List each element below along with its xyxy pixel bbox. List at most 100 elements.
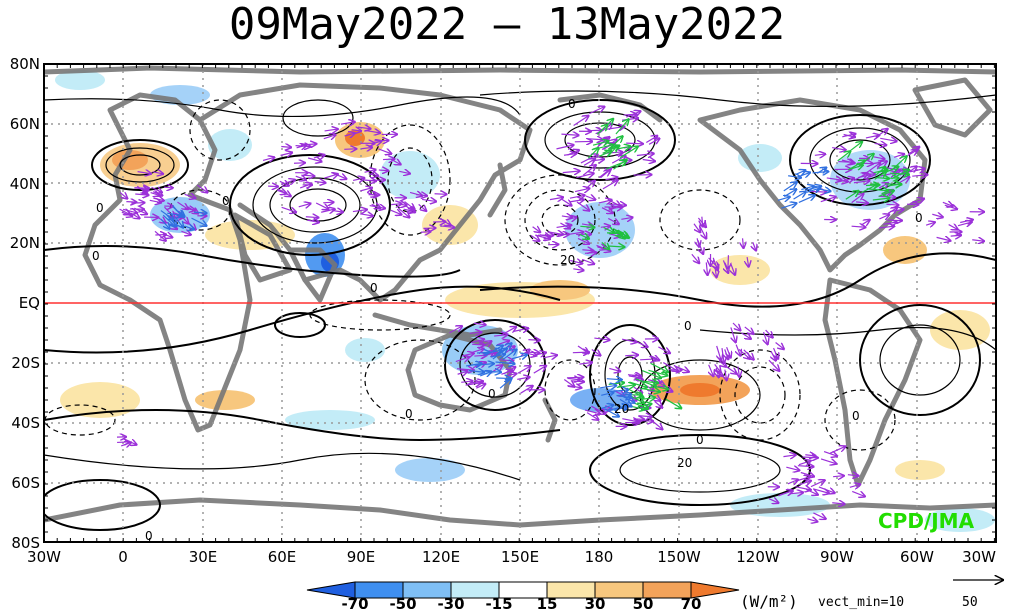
flux-vector (598, 119, 613, 134)
flux-vector (781, 203, 796, 209)
lat-label: 40S (11, 414, 40, 432)
flux-vector (795, 477, 810, 481)
flux-vector (369, 206, 385, 209)
flux-vector (367, 193, 377, 196)
flux-vector (475, 384, 485, 388)
flux-vector (276, 190, 286, 193)
flux-vector (556, 225, 572, 227)
flux-vector (422, 199, 436, 201)
flux-vector (631, 375, 643, 380)
flux-vector (461, 353, 474, 355)
flux-vector (865, 135, 879, 138)
flux-vector (528, 340, 539, 341)
contour-label: 20 (614, 402, 629, 416)
flux-vector (812, 489, 829, 493)
flux-vector (798, 195, 815, 204)
flux-vector (713, 369, 723, 376)
colorbar-label: 50 (633, 595, 654, 612)
flux-vector (841, 160, 855, 163)
lat-label: 20S (11, 354, 40, 372)
flux-vector (798, 481, 811, 485)
flux-vector (307, 158, 321, 162)
flux-vector (609, 368, 620, 371)
flux-vector (640, 359, 656, 360)
flux-vector (909, 169, 924, 172)
flux-vector (765, 329, 773, 337)
flux-vector (665, 398, 681, 408)
flux-vector (563, 154, 576, 156)
flux-vector (738, 348, 750, 358)
lon-label: 120W (736, 548, 780, 566)
flux-vector (298, 204, 311, 207)
flux-vector (847, 475, 858, 476)
flux-vector (126, 202, 136, 203)
flux-vector (646, 136, 657, 143)
flux-vector (626, 387, 643, 397)
flux-vector (563, 379, 574, 387)
flux-vector (586, 412, 598, 420)
flux-vector (601, 242, 609, 249)
flux-vector (197, 184, 207, 192)
flux-vector (359, 214, 373, 216)
flux-vector (494, 335, 507, 336)
flux-vector (134, 207, 147, 214)
flux-vector (640, 381, 657, 383)
flux-vector (193, 212, 206, 213)
flux-vector (606, 379, 622, 380)
flux-vector (616, 395, 631, 397)
contour-label: 0 (145, 529, 153, 543)
flux-vector (642, 370, 661, 379)
flux-vector (932, 214, 942, 217)
flux-vector (470, 339, 484, 342)
flux-vector (607, 199, 621, 206)
contour-label: 0 (852, 409, 860, 423)
lon-label: 0 (118, 548, 128, 566)
colorbar-labels: -70 -50 -30 -15 15 30 50 70 (341, 595, 701, 612)
flux-vector (131, 203, 144, 204)
map-ticks (43, 63, 996, 542)
flux-vector (184, 226, 193, 229)
flux-vector (137, 172, 151, 174)
flux-vector (315, 202, 328, 209)
flux-vector (383, 159, 394, 160)
flux-vector (122, 209, 137, 213)
flux-vector (950, 235, 961, 236)
flux-vector (281, 146, 291, 147)
flux-vector (753, 242, 756, 250)
flux-vector (420, 232, 430, 233)
flux-vector (816, 168, 826, 174)
flux-vector (851, 226, 866, 227)
flux-vector (807, 519, 817, 522)
lon-label: 180 (585, 548, 614, 566)
flux-vector (573, 116, 589, 126)
flux-vector (399, 171, 409, 173)
flux-vector (798, 461, 811, 465)
flux-vector (587, 148, 598, 159)
flux-vector (566, 377, 583, 378)
flux-vector (875, 129, 888, 138)
flux-vector (872, 198, 890, 200)
flux-vector (891, 156, 907, 171)
flux-vector (613, 228, 625, 238)
flux-vector (806, 188, 821, 192)
flux-vector (722, 348, 724, 363)
flux-vector (331, 172, 346, 179)
flux-vector (601, 208, 613, 213)
flux-vector (833, 476, 844, 477)
flux-vector (732, 322, 740, 330)
flux-vector (361, 147, 372, 148)
lon-label: 120E (422, 548, 460, 566)
flux-vector (281, 180, 294, 185)
flux-vector (615, 119, 628, 135)
colorbar-swatch (690, 581, 740, 599)
flux-vector (925, 222, 935, 225)
flux-vector (281, 206, 296, 212)
flux-vector (466, 363, 481, 366)
flux-vector (849, 142, 862, 152)
flux-vector (890, 173, 909, 174)
flux-vector (801, 186, 813, 189)
flux-vector (352, 210, 367, 212)
flux-vector (566, 217, 576, 219)
contour-label: 0 (92, 249, 100, 263)
